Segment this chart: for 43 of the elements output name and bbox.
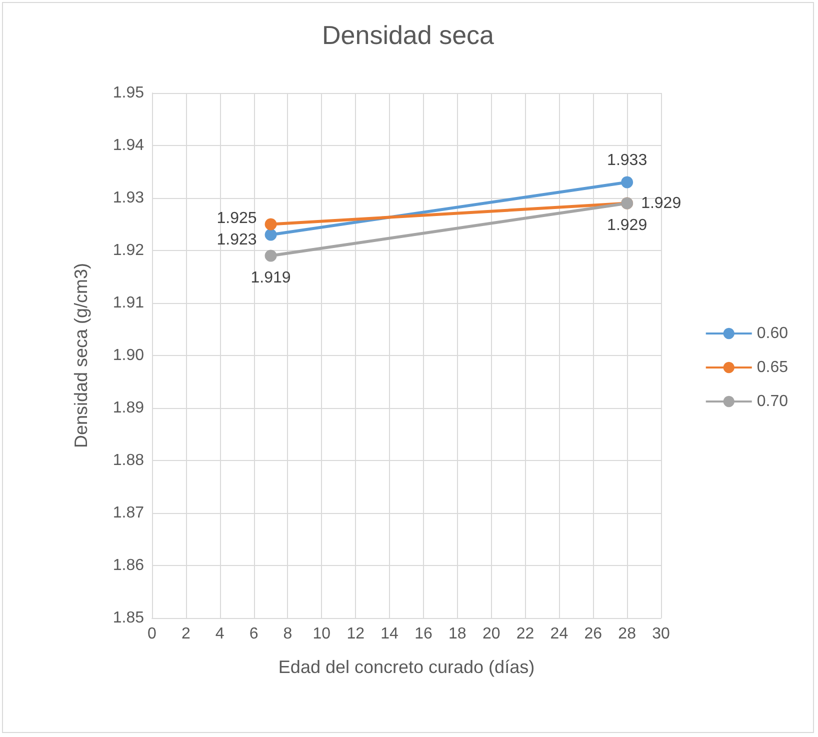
y-tick-label: 1.88 [112, 452, 144, 469]
y-tick-label: 1.94 [112, 137, 144, 154]
point [264, 218, 277, 230]
legend-label: 0.60 [756, 325, 788, 342]
data-label: 1.925 [216, 210, 257, 227]
x-tick-label: 8 [283, 626, 292, 642]
x-tick-label: 20 [482, 626, 500, 642]
data-label: 1.933 [607, 152, 648, 169]
data-label: 1.929 [607, 216, 648, 234]
y-tick-label: 1.86 [112, 557, 144, 574]
x-tick-label: 14 [380, 626, 399, 642]
data-label: 1.919 [250, 269, 291, 286]
y-tick-label: 1.85 [112, 610, 144, 626]
y-tick-label: 1.92 [112, 242, 144, 259]
point [264, 250, 277, 262]
x-tick-label: 24 [550, 626, 568, 642]
y-tick-label: 1.89 [112, 400, 144, 416]
data-label: 1.929 [641, 194, 682, 212]
x-tick-label: 28 [618, 626, 636, 642]
y-tick-label: 1.95 [112, 84, 144, 102]
y-tick-label: 1.93 [112, 190, 144, 206]
x-tick-label: 22 [516, 626, 534, 642]
point [621, 176, 634, 188]
x-tick-label: 12 [346, 626, 365, 642]
chart-title: Densidad seca [322, 20, 495, 50]
legend-label: 0.65 [756, 359, 788, 376]
data-label: 1.923 [216, 231, 257, 248]
x-tick-label: 30 [652, 626, 670, 642]
x-tick-label: 26 [584, 626, 602, 642]
y-tick-label: 1.91 [112, 294, 144, 312]
x-tick-label: 2 [181, 626, 190, 642]
x-tick-label: 16 [414, 626, 432, 642]
y-tick-label: 1.90 [112, 347, 144, 364]
x-tick-label: 4 [215, 626, 224, 642]
x-axis-title: Edad del concreto curado (días) [278, 657, 535, 677]
x-tick-label: 10 [312, 626, 331, 642]
x-tick-label: 0 [148, 626, 157, 642]
y-tick-label: 1.87 [112, 504, 144, 522]
y-axis-title: Densidad seca (g/cm3) [71, 262, 91, 448]
x-tick-label: 18 [448, 626, 466, 642]
legend-label: 0.70 [756, 393, 788, 410]
point [264, 228, 277, 241]
x-tick-label: 6 [249, 626, 258, 642]
